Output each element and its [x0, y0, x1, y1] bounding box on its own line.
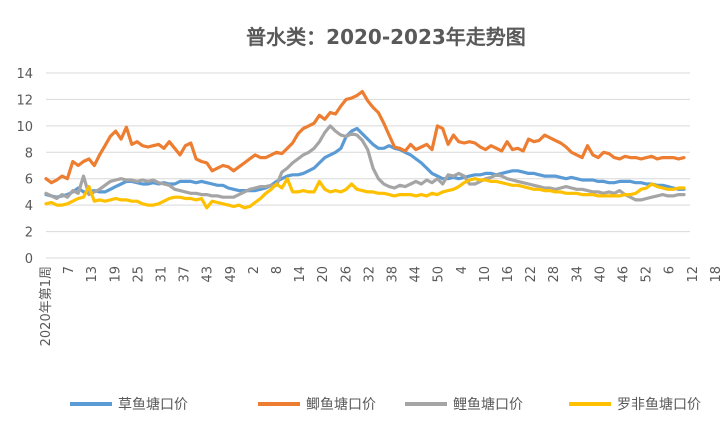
x-tick-label: 16 — [501, 266, 516, 283]
x-tick-label: 18 — [709, 266, 722, 283]
x-tick-label: 20 — [316, 266, 331, 283]
series-line-2 — [44, 89, 686, 185]
x-tick-label: 4 — [455, 266, 470, 274]
y-tick-label: 8 — [25, 146, 33, 161]
x-tick-label: 37 — [178, 266, 193, 283]
y-tick-label: 6 — [25, 173, 33, 188]
x-tick-label: 12 — [686, 266, 701, 283]
x-tick-label: 13 — [85, 266, 100, 283]
y-tick-label: 10 — [16, 120, 33, 135]
legend: 草鱼塘口价 鲫鱼塘口价 鲤鱼塘口价 罗非鱼塘口价 — [70, 396, 701, 413]
chart-title: 普水类：2020-2023年走势图 — [246, 25, 526, 49]
y-axis-ticks: 0 2 4 6 8 10 12 14 — [16, 67, 33, 267]
x-tick-label: 46 — [617, 266, 632, 283]
x-tick-label: 40 — [593, 266, 608, 283]
x-axis-ticks: 2020年第1周 7 13 19 25 31 37 43 49 2 8 14 20 26 32 38 44 50 4… — [39, 266, 722, 346]
x-tick-label: 44 — [409, 266, 424, 283]
x-tick-label: 14 — [293, 266, 308, 283]
x-tick-label: 25 — [131, 266, 146, 283]
y-tick-label: 0 — [25, 252, 33, 267]
x-tick-label: 6 — [663, 266, 678, 274]
y-tick-label: 2 — [25, 226, 33, 241]
legend-label-2: 鲫鱼塘口价 — [306, 396, 376, 413]
y-tick-label: 12 — [16, 93, 33, 108]
series-line-3 — [44, 124, 686, 202]
x-tick-label: 32 — [362, 266, 377, 283]
x-tick-label: 38 — [386, 266, 401, 283]
x-tick-label: 8 — [270, 266, 285, 274]
x-tick-label: 2 — [247, 266, 262, 274]
x-tick-label: 22 — [524, 266, 539, 283]
legend-label-1: 草鱼塘口价 — [118, 396, 188, 413]
x-tick-label: 52 — [640, 266, 655, 283]
x-tick-label: 7 — [62, 266, 77, 274]
series-line-1 — [44, 126, 686, 199]
x-tick-label: 50 — [432, 266, 447, 283]
x-tick-label: 10 — [478, 266, 493, 283]
x-tick-label: 28 — [547, 266, 562, 283]
x-tick-label: 34 — [570, 266, 585, 283]
series-line-4 — [44, 177, 686, 210]
x-tick-label: 26 — [339, 266, 354, 283]
x-tick-label: 19 — [108, 266, 123, 283]
y-tick-label: 4 — [25, 199, 33, 214]
x-tick-label: 49 — [224, 266, 239, 283]
x-tick-label: 31 — [155, 266, 170, 283]
legend-label-4: 罗非鱼塘口价 — [617, 396, 701, 413]
legend-label-3: 鲤鱼塘口价 — [453, 396, 523, 413]
y-tick-label: 14 — [16, 67, 33, 82]
series-lines — [44, 89, 686, 210]
x-tick-label: 43 — [201, 266, 216, 283]
x-tick-label: 2020年第1周 — [39, 266, 54, 346]
